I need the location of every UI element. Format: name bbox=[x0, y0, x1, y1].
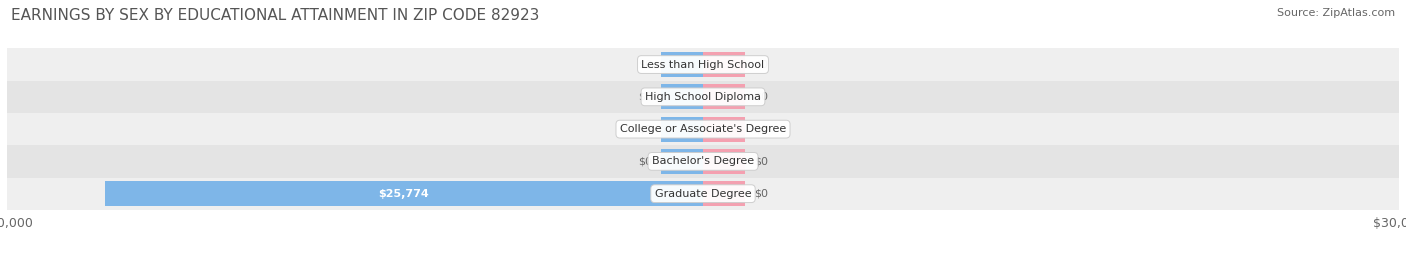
Text: $0: $0 bbox=[754, 124, 768, 134]
Bar bbox=[703, 149, 745, 174]
Bar bbox=[7, 145, 1399, 178]
Text: $0: $0 bbox=[754, 189, 768, 199]
Bar bbox=[7, 81, 1399, 113]
Bar bbox=[7, 113, 1399, 145]
Text: College or Associate's Degree: College or Associate's Degree bbox=[620, 124, 786, 134]
Text: Bachelor's Degree: Bachelor's Degree bbox=[652, 156, 754, 167]
Bar bbox=[661, 84, 703, 109]
Bar bbox=[661, 149, 703, 174]
Text: Less than High School: Less than High School bbox=[641, 59, 765, 70]
Bar bbox=[661, 52, 703, 77]
Text: $0: $0 bbox=[638, 92, 652, 102]
Text: High School Diploma: High School Diploma bbox=[645, 92, 761, 102]
Text: $0: $0 bbox=[638, 156, 652, 167]
Text: $25,774: $25,774 bbox=[378, 189, 429, 199]
Text: $0: $0 bbox=[754, 156, 768, 167]
Bar bbox=[703, 116, 745, 142]
Bar bbox=[7, 178, 1399, 210]
Bar bbox=[703, 181, 745, 206]
Text: $0: $0 bbox=[754, 92, 768, 102]
Bar bbox=[703, 52, 745, 77]
Text: $0: $0 bbox=[754, 59, 768, 70]
Text: EARNINGS BY SEX BY EDUCATIONAL ATTAINMENT IN ZIP CODE 82923: EARNINGS BY SEX BY EDUCATIONAL ATTAINMEN… bbox=[11, 8, 540, 23]
Text: $0: $0 bbox=[638, 124, 652, 134]
Bar bbox=[105, 181, 703, 206]
Bar bbox=[7, 48, 1399, 81]
Legend: Male, Female: Male, Female bbox=[641, 266, 765, 269]
Text: Source: ZipAtlas.com: Source: ZipAtlas.com bbox=[1277, 8, 1395, 18]
Text: Graduate Degree: Graduate Degree bbox=[655, 189, 751, 199]
Bar bbox=[661, 116, 703, 142]
Text: $0: $0 bbox=[638, 59, 652, 70]
Bar bbox=[703, 84, 745, 109]
